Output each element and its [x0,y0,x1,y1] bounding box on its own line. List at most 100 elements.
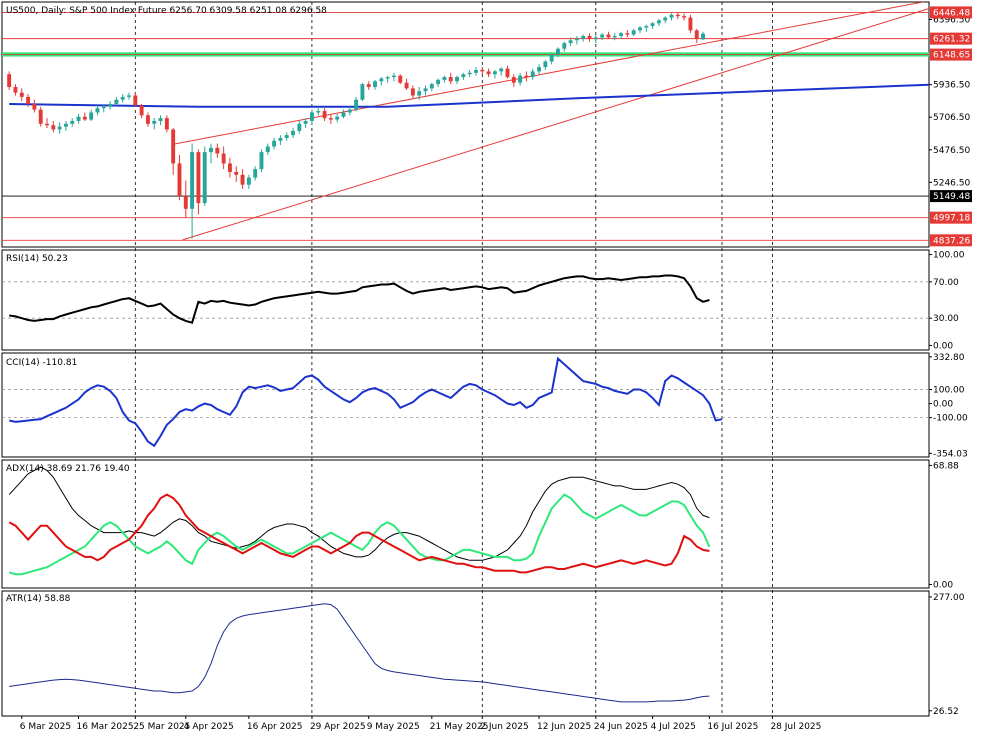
candle-body [593,37,598,39]
atr-panel[interactable] [9,603,710,703]
candle-body [347,109,352,113]
date-label: 4 Jul 2025 [651,722,696,732]
candle [309,109,314,124]
date-label: 21 May 2025 [430,722,489,732]
candle-body [202,152,207,204]
candle [63,120,68,131]
adx-panel[interactable] [8,466,711,576]
chart-title: US500, Daily: S&P 500 Index Future 6256.… [6,6,327,16]
candle-body [530,71,535,78]
candle [240,169,245,189]
candle-body [600,34,605,38]
candle [568,37,573,46]
candle [26,94,31,107]
candle [164,115,169,133]
candle [366,81,371,90]
rsi-frame [1,249,930,351]
candle [133,92,138,107]
candle-body [259,152,264,170]
candle-body [366,84,371,87]
candle-body [234,171,239,175]
candle-body [467,72,472,75]
date-label: 28 Jul 2025 [770,722,821,732]
candle [398,74,403,85]
price-panel[interactable] [2,1,930,241]
candle [530,68,535,80]
candle-body [190,152,195,209]
adx-tick-label: 68.88 [933,461,959,471]
rsi-tick-label: 70.00 [933,278,959,288]
candle-body [7,74,12,87]
rsi-panel[interactable] [2,274,929,324]
date-label: 16 Apr 2025 [247,722,303,732]
candle [259,149,264,172]
price-frame [1,1,930,248]
date-label: 6 Mar 2025 [20,722,71,732]
candle-body [701,33,706,40]
candle-body [265,146,270,153]
candle-body [89,112,94,120]
candle [656,18,661,27]
candle-body [108,103,113,107]
rsi-tick-label: 100.00 [933,251,965,261]
candle-body [32,103,37,110]
level-label-box [930,211,972,224]
candle-body [284,135,289,138]
candle-body [196,152,201,204]
candle [328,113,333,124]
candle [70,118,75,127]
rsi-line [9,274,710,324]
adx-line [8,466,710,561]
cci-line [8,356,723,448]
candle [51,120,56,133]
candle-body [45,123,49,126]
candle-body [587,35,592,39]
candle-body [133,95,138,106]
candle-body [82,116,87,120]
candle [335,113,340,123]
candle [650,21,655,29]
candle [38,106,43,127]
candle-body [518,75,523,83]
candle [556,47,560,58]
candle [619,31,624,39]
candle-body [556,48,560,55]
rsi-tick-label: 0.00 [933,341,953,351]
candle-body [240,174,245,185]
cci-panel[interactable] [2,356,929,448]
candle [587,33,592,42]
adx-label: ADX(14) 38.69 21.76 19.40 [6,464,130,474]
candle [549,52,554,65]
candle [417,86,422,100]
candle-body [694,30,699,39]
candle-body [120,96,125,100]
candle [284,132,289,141]
candle [139,103,144,119]
candle [606,31,611,39]
candle [379,77,384,86]
candle-body [373,81,377,87]
candle [455,75,459,85]
candle [89,109,94,121]
candle [101,103,106,113]
candle [631,28,636,36]
panel-frames [1,1,930,717]
candle [45,118,49,129]
price-tick-label: 5936.50 [933,81,970,91]
date-label: 2 Jun 2025 [480,722,528,732]
channel-upper-line [171,2,926,145]
candle-body [316,111,321,113]
date-label: 24 Jun 2025 [594,722,648,732]
candle-body [57,126,62,130]
candle-body [543,61,548,68]
candle [638,26,642,34]
candle-body [13,86,18,93]
channel-lower-line [182,8,929,241]
candle-body [209,147,213,153]
candle-body [410,88,415,96]
candle [221,146,226,170]
candle [246,174,251,189]
candle [316,108,321,116]
candle [152,118,157,130]
candle [341,109,346,119]
